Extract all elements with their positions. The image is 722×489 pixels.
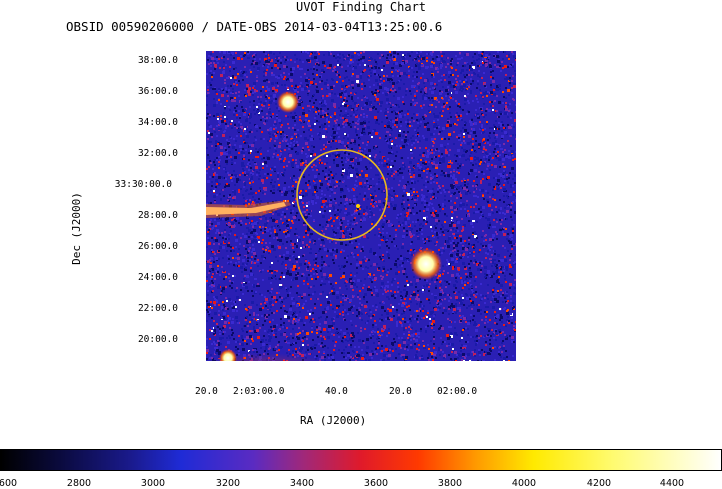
dec-tick: 20:00.0 (137, 334, 178, 345)
colorbar-tick: 2800 (66, 478, 92, 489)
colorbar (0, 449, 722, 471)
ra-tick: 20.0 (389, 386, 412, 397)
ra-tick: 20.0 (195, 386, 218, 397)
colorbar-tick: 3600 (363, 478, 389, 489)
ra-tick: 2:03:00.0 (233, 386, 285, 397)
bright-star-2 (410, 248, 442, 280)
colorbar-tick: 3000 (140, 478, 166, 489)
colorbar-tick: 3800 (437, 478, 463, 489)
dec-tick: 38:00.0 (137, 55, 178, 66)
dec-tick: 26:00.0 (137, 241, 178, 252)
colorbar-tick: 4400 (659, 478, 685, 489)
streak-halo (206, 200, 291, 218)
bright-star-1 (277, 91, 299, 113)
ra-tick: 40.0 (325, 386, 348, 397)
bottom-glow (206, 321, 356, 361)
x-axis-label: RA (J2000) (300, 414, 367, 427)
dec-tick: 36:00.0 (137, 86, 178, 97)
dec-tick: 32:00.0 (137, 148, 178, 159)
bright-star-3 (219, 349, 237, 361)
dec-tick: 22:00.0 (137, 303, 178, 314)
dec-tick: 24:00.0 (137, 272, 178, 283)
colorbar-tick: 3400 (289, 478, 315, 489)
sky-image (206, 51, 516, 361)
ra-tick: 02:00.0 (437, 386, 478, 397)
colorbar-tick: 4000 (511, 478, 537, 489)
colorbar-tick: 3200 (215, 478, 241, 489)
dec-tick: 33:30:00.0 (114, 179, 172, 190)
dec-tick: 28:00.0 (137, 210, 178, 221)
chart-subtitle: OBSID 00590206000 / DATE-OBS 2014-03-04T… (66, 19, 443, 34)
colorbar-tick: 4200 (586, 478, 612, 489)
source-marker (356, 204, 360, 208)
source-circle (296, 149, 388, 241)
chart-title: UVOT Finding Chart (295, 0, 427, 14)
sky-image-canvas (206, 51, 516, 361)
dec-tick: 34:00.0 (137, 117, 178, 128)
colorbar-tick: 600 (0, 478, 18, 489)
y-axis-label: Dec (J2000) (69, 192, 83, 265)
